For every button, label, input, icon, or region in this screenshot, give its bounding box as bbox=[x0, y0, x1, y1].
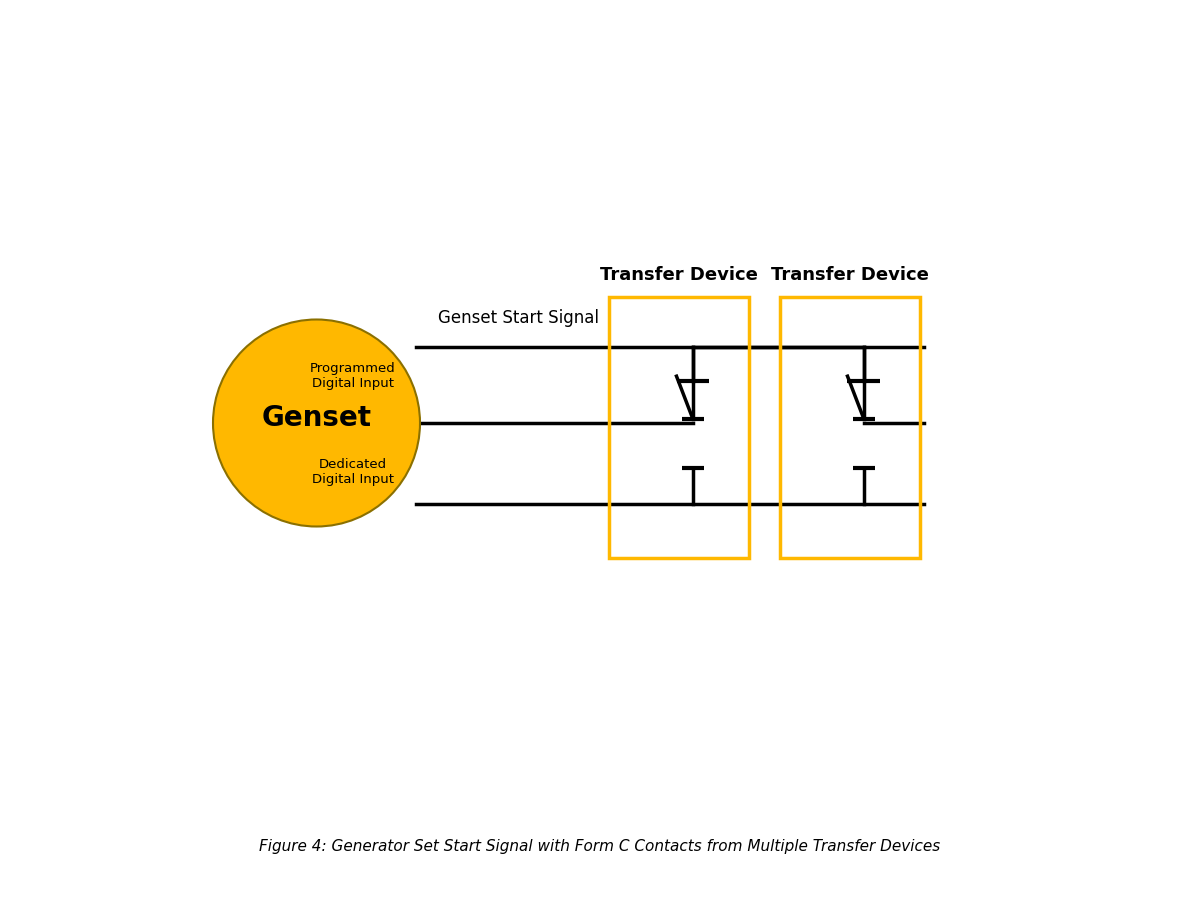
Text: Genset: Genset bbox=[262, 404, 372, 433]
Text: Figure 4: Generator Set Start Signal with Form C Contacts from Multiple Transfer: Figure 4: Generator Set Start Signal wit… bbox=[259, 839, 941, 853]
Text: Transfer Device: Transfer Device bbox=[600, 266, 757, 284]
Text: Transfer Device: Transfer Device bbox=[770, 266, 929, 284]
Text: Programmed
Digital Input: Programmed Digital Input bbox=[310, 362, 395, 391]
Text: Dedicated
Digital Input: Dedicated Digital Input bbox=[312, 458, 394, 487]
Circle shape bbox=[214, 320, 420, 526]
Text: Genset Start Signal: Genset Start Signal bbox=[438, 309, 600, 327]
Bar bbox=[780, 297, 919, 558]
Bar bbox=[610, 297, 749, 558]
